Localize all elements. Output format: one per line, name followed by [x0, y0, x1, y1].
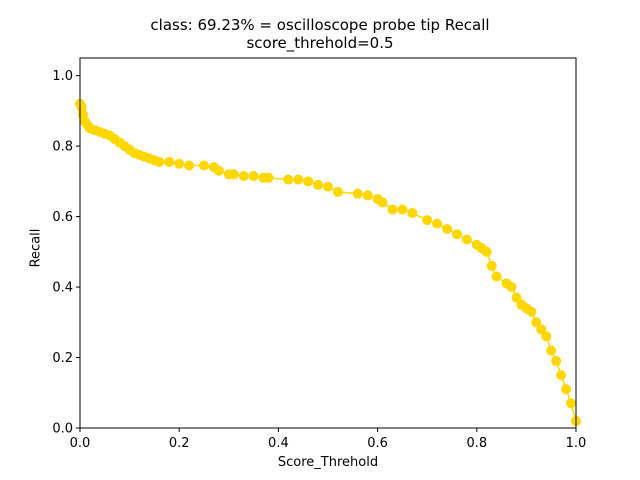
data-point — [506, 282, 517, 293]
data-point — [491, 271, 502, 282]
series-line — [79, 103, 577, 422]
data-point — [352, 188, 363, 199]
data-point — [283, 174, 294, 185]
x-tick-label: 1.0 — [566, 436, 587, 451]
data-point — [174, 158, 185, 169]
data-point — [154, 156, 165, 167]
y-tick-label: 1.0 — [52, 69, 73, 84]
data-point — [263, 172, 274, 183]
y-tick-label: 0.6 — [52, 210, 73, 225]
data-point — [248, 171, 259, 182]
data-point — [303, 176, 314, 187]
data-point — [184, 160, 195, 171]
data-point — [407, 208, 418, 219]
data-point — [313, 179, 324, 190]
x-tick-label: 0.6 — [367, 436, 388, 451]
data-point — [442, 223, 453, 234]
data-point — [422, 215, 433, 226]
data-point — [387, 204, 398, 215]
data-point — [432, 218, 443, 229]
data-point — [397, 204, 408, 215]
data-point — [293, 174, 304, 185]
data-point — [551, 356, 562, 367]
data-point — [566, 398, 577, 409]
x-axis-label: Score_Threhold — [277, 455, 379, 470]
data-point — [531, 317, 542, 328]
data-point — [213, 165, 224, 176]
plot-frame — [79, 57, 577, 429]
data-point — [486, 260, 497, 271]
data-point — [228, 169, 239, 180]
data-point — [377, 197, 388, 208]
data-point — [323, 181, 333, 192]
data-point — [461, 234, 472, 245]
data-point — [561, 384, 572, 395]
chart-title: class: 69.23% = oscilloscope probe tip R… — [150, 16, 490, 34]
axes: 0.0 0.2 0.4 0.6 0.8 1.0 0.0 0.2 0.4 0.6 0.8 1.0 — [52, 69, 586, 451]
y-tick-label: 0.2 — [52, 351, 73, 366]
data-point — [546, 345, 557, 356]
y-tick-label: 0.0 — [52, 422, 73, 437]
data-point — [541, 331, 552, 342]
x-tick-label: 0.0 — [70, 436, 91, 451]
data-point — [451, 229, 462, 240]
data-point — [511, 292, 522, 303]
chart-marks — [75, 98, 581, 426]
data-point — [362, 190, 373, 201]
chart-subtitle: score_threhold=0.5 — [246, 34, 394, 52]
data-point — [199, 160, 209, 171]
data-point — [481, 246, 492, 257]
x-tick-label: 0.2 — [169, 436, 190, 451]
data-point — [238, 171, 249, 182]
y-tick-label: 0.8 — [52, 140, 73, 155]
data-point — [526, 306, 537, 317]
x-tick-label: 0.4 — [268, 436, 289, 451]
data-point — [164, 156, 175, 167]
data-point — [536, 324, 547, 335]
x-tick-label: 0.8 — [466, 436, 487, 451]
y-tick-label: 0.4 — [52, 281, 73, 296]
data-point — [556, 370, 567, 381]
data-point — [332, 186, 343, 197]
